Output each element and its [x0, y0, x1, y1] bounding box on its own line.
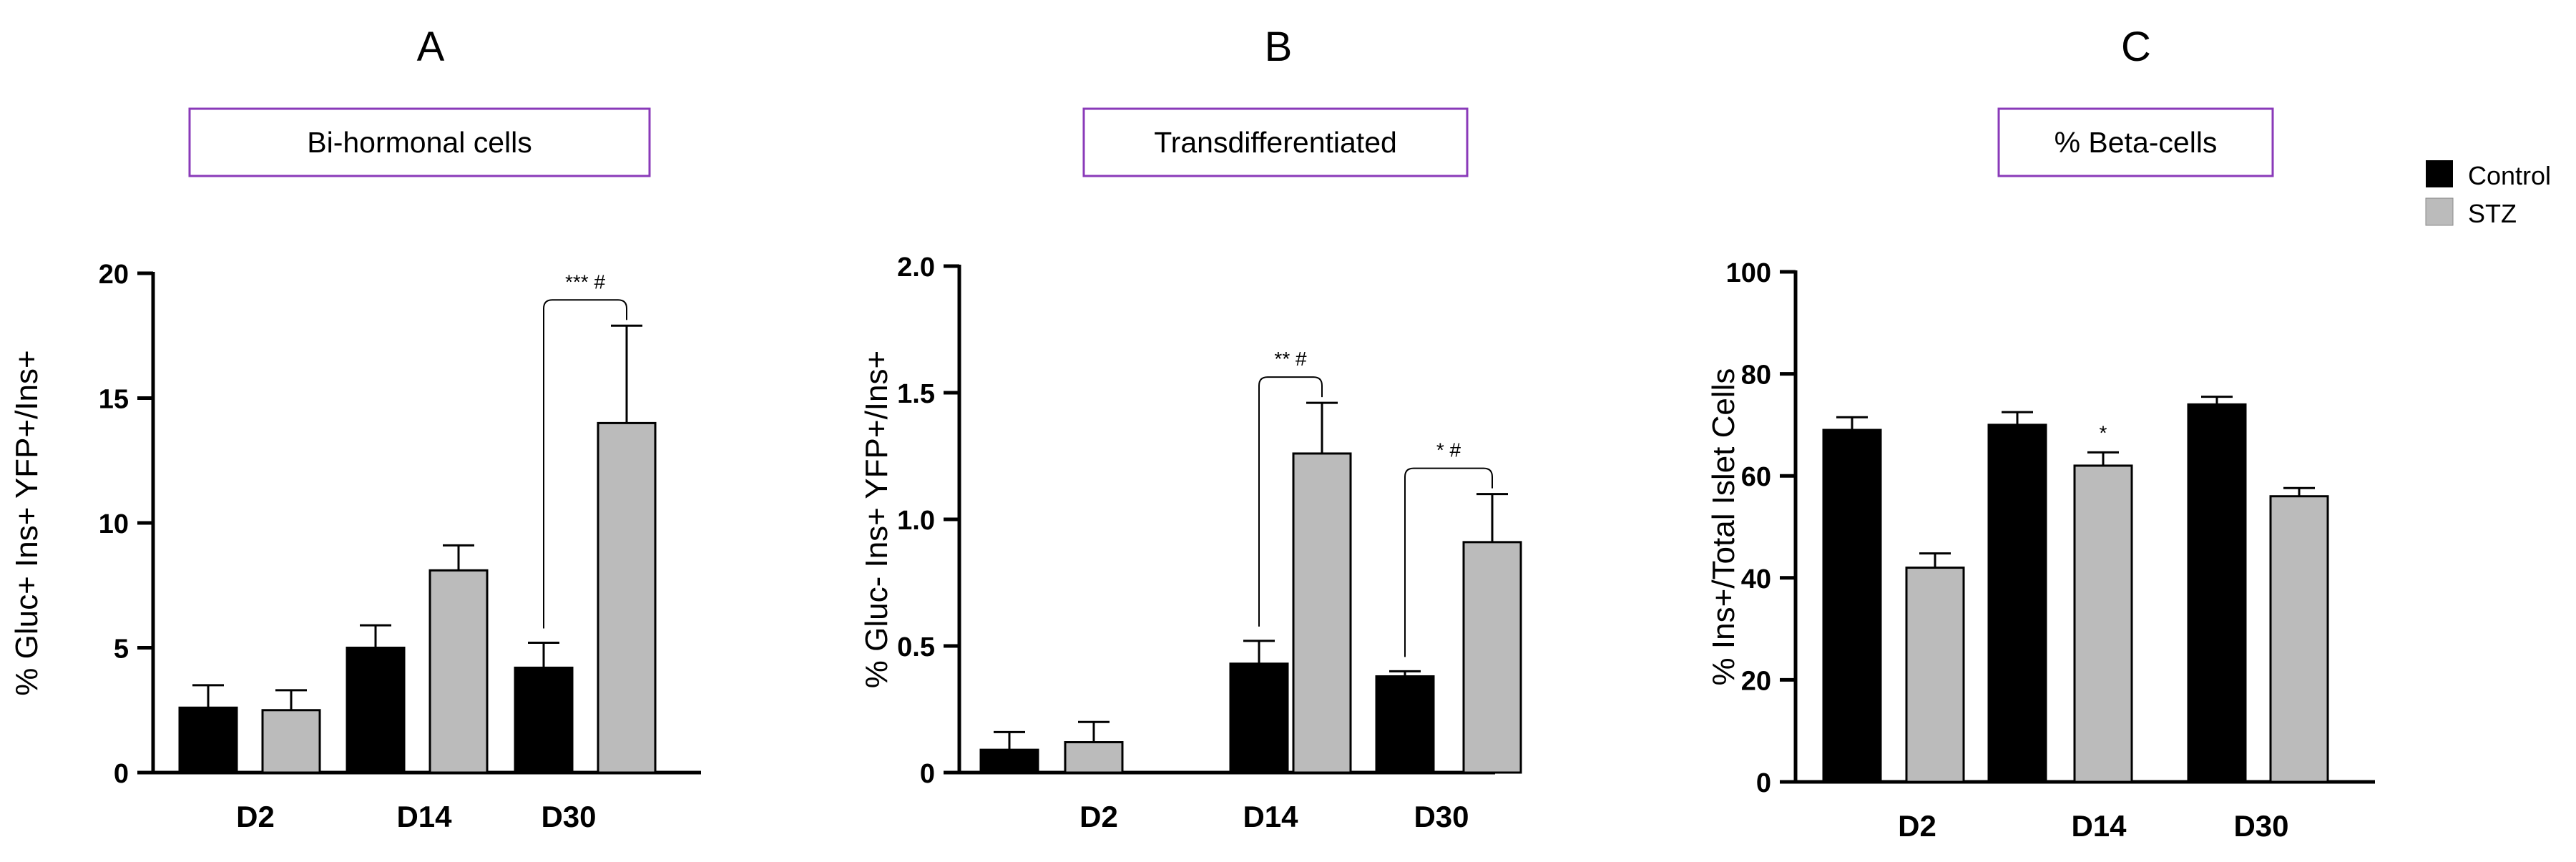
- bar-stz-d2: [1064, 741, 1124, 774]
- bar-control-d14: [1987, 423, 2047, 783]
- x-tick-label: D14: [396, 800, 452, 833]
- bar-stz-d2: [261, 709, 321, 774]
- panel-letter: A: [417, 24, 445, 70]
- bar-control-d2: [1822, 428, 1882, 783]
- bar-stz-d14: [2073, 464, 2133, 783]
- y-tick-label: 0.5: [897, 632, 935, 662]
- bar-control-d14: [1229, 662, 1289, 774]
- y-tick-label: 60: [1741, 462, 1771, 492]
- bar-stz-d30: [2269, 495, 2329, 783]
- bar-stz-d30: [1462, 541, 1522, 774]
- y-tick-label: 15: [99, 385, 129, 415]
- bar-stz-d14: [1292, 452, 1352, 774]
- y-tick-label: 1.0: [897, 506, 935, 536]
- y-tick-label: 20: [99, 260, 129, 290]
- significance-bracket: [1404, 467, 1493, 657]
- panel-c: C % Beta-cells 0 20 40 60 80 100 % Ins+/Total Is…: [1706, 24, 2375, 843]
- y-tick-label: 2.0: [897, 253, 935, 283]
- bar-control-d14: [346, 647, 406, 774]
- x-tick-label: D30: [541, 800, 596, 833]
- bar-control-d30: [514, 666, 574, 774]
- x-tick-label: D30: [1414, 800, 1469, 833]
- chart-title: Bi-hormonal cells: [307, 126, 532, 159]
- y-tick-label: 20: [1741, 666, 1771, 696]
- panel-b: B Transdifferentiated 0 0.5 1.0 1.5 2.0 % Gluc-…: [859, 24, 1522, 833]
- significance-label: *** #: [565, 270, 605, 293]
- legend-label-control: Control: [2468, 161, 2551, 190]
- title-box: [1082, 107, 1469, 177]
- panel-letter: C: [2121, 24, 2151, 70]
- x-tick-label: D2: [236, 800, 275, 833]
- y-tick-label: 40: [1741, 564, 1771, 594]
- bar-stz-d30: [597, 421, 657, 774]
- y-axis-label: % Gluc- Ins+ YFP+/Ins+: [859, 351, 894, 688]
- title-box: [1997, 107, 2274, 177]
- legend-label-stz: STZ: [2468, 199, 2517, 228]
- significance-label: * #: [1436, 439, 1461, 461]
- bar-control-d2: [979, 748, 1039, 774]
- x-tick-label: D14: [2071, 809, 2127, 843]
- x-tick-label: D30: [2233, 809, 2288, 843]
- panel-letter: B: [1265, 24, 1293, 70]
- legend: Control STZ: [2425, 160, 2551, 228]
- significance-label: ** #: [1274, 348, 1307, 370]
- x-tick-label: D2: [1898, 809, 1936, 843]
- x-tick-label: D2: [1079, 800, 1118, 833]
- panel-a: A Bi-hormonal cells 0 5 10 15 20 % Gluc+ Ins+ Y…: [9, 24, 701, 833]
- y-tick-label: 0: [1756, 768, 1771, 798]
- y-tick-label: 80: [1741, 361, 1771, 391]
- x-tick-label: D14: [1243, 800, 1298, 833]
- legend-swatch-stz: [2425, 197, 2454, 226]
- bar-stz-d14: [428, 569, 489, 774]
- y-tick-label: 10: [99, 509, 129, 539]
- y-axis-label: % Gluc+ Ins+ YFP+/Ins+: [9, 350, 44, 695]
- chart-title: Transdifferentiated: [1154, 126, 1397, 159]
- significance-label: *: [2100, 421, 2107, 444]
- title-box: [188, 107, 651, 177]
- bar-control-d30: [1375, 675, 1435, 774]
- bar-control-d30: [2187, 403, 2247, 783]
- significance-bracket: [543, 299, 627, 629]
- y-axis-label: % Ins+/Total Islet Cells: [1706, 368, 1741, 686]
- chart-title: % Beta-cells: [2055, 126, 2218, 159]
- y-tick-label: 100: [1726, 258, 1771, 288]
- y-tick-label: 0: [920, 759, 935, 789]
- legend-swatch-control: [2426, 160, 2453, 187]
- bar-control-d2: [178, 706, 238, 774]
- y-tick-label: 5: [114, 635, 129, 665]
- significance-bracket: [1258, 376, 1323, 627]
- y-tick-label: 0: [114, 759, 129, 789]
- bar-stz-d2: [1905, 567, 1965, 783]
- y-tick-label: 1.5: [897, 379, 935, 409]
